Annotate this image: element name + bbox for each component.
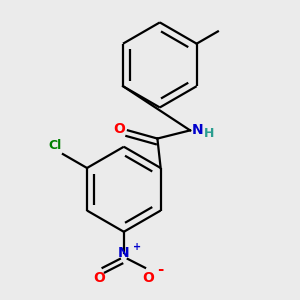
Text: O: O xyxy=(113,122,125,136)
Text: +: + xyxy=(133,242,141,252)
Text: N: N xyxy=(192,123,203,137)
Text: Cl: Cl xyxy=(48,140,61,152)
Text: -: - xyxy=(158,262,164,277)
Text: O: O xyxy=(142,271,154,285)
Text: N: N xyxy=(118,246,130,260)
Text: H: H xyxy=(204,127,214,140)
Text: O: O xyxy=(93,271,105,285)
